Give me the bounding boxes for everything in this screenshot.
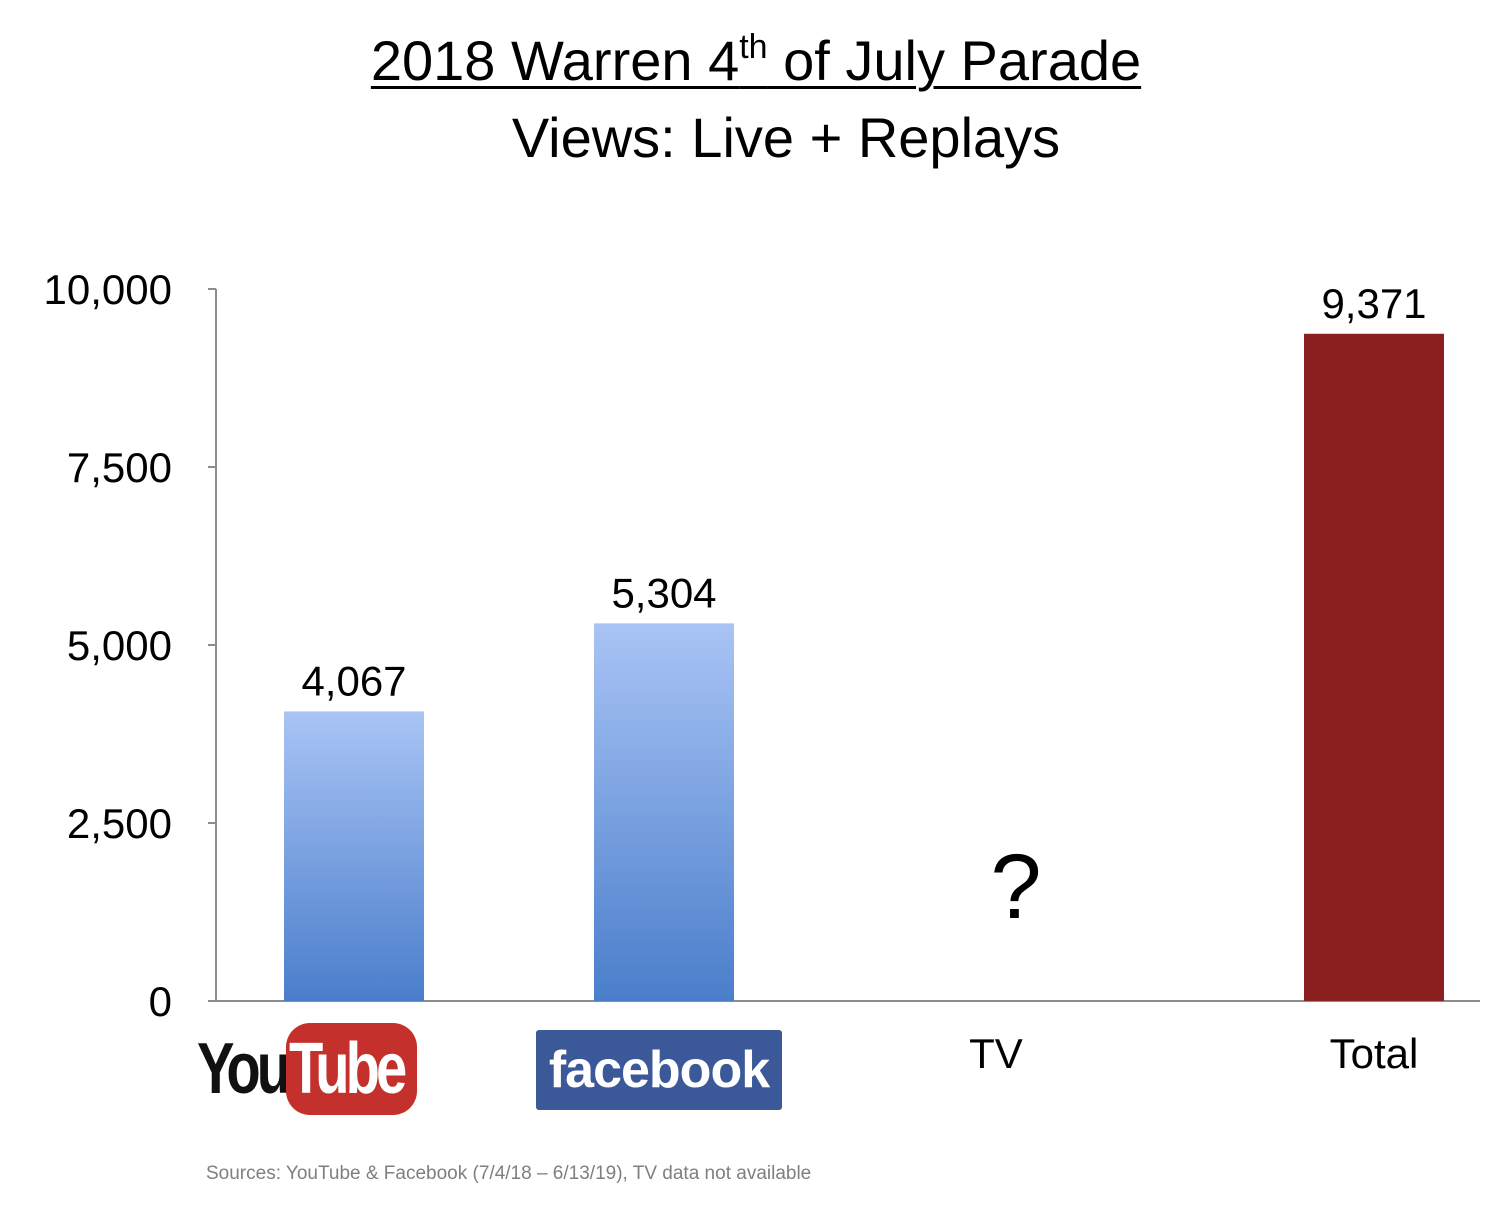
youtube-logo-you: You (197, 1029, 291, 1109)
chart-title: 2018 Warren 4th of July Parade (0, 26, 1512, 96)
bar-youtube (284, 711, 424, 1001)
data-label-tv: ? (990, 836, 1041, 938)
bar-facebook (594, 623, 734, 1001)
y-tick-label: 7,500 (67, 444, 172, 491)
title-prefix: 2018 Warren 4 (370, 29, 740, 92)
y-axis-ticks: 0 2,500 5,000 7,500 10,000 (44, 266, 216, 1025)
chart-subtitle: Views: Live + Replays (511, 106, 1061, 169)
x-label-tv: TV (969, 1030, 1023, 1077)
youtube-logo-tube: Tube (289, 1029, 407, 1109)
data-labels: 4,067 5,304? 9,371 (301, 280, 1426, 938)
x-label-total: Total (1330, 1030, 1419, 1077)
title-suffix: of July Parade (767, 29, 1142, 92)
y-tick-label: 0 (149, 978, 172, 1025)
data-label-facebook: 5,304 (611, 569, 716, 616)
youtube-logo: You Tube (197, 1023, 422, 1115)
title-superscript: th (739, 28, 768, 66)
bars (284, 333, 1444, 1001)
y-tick-label: 10,000 (44, 266, 172, 313)
facebook-logo: facebook (536, 1030, 782, 1110)
y-tick-label: 2,500 (67, 800, 172, 847)
x-axis-labels: TV Total (969, 1030, 1418, 1077)
data-label-total: 9,371 (1321, 280, 1426, 327)
y-tick-label: 5,000 (67, 622, 172, 669)
facebook-logo-text: facebook (548, 1041, 770, 1099)
sources-note: Sources: YouTube & Facebook (7/4/18 – 6/… (206, 1163, 812, 1184)
data-label-youtube: 4,067 (301, 657, 406, 704)
bar-total (1304, 333, 1444, 1001)
youtube-logo-box (286, 1023, 417, 1115)
